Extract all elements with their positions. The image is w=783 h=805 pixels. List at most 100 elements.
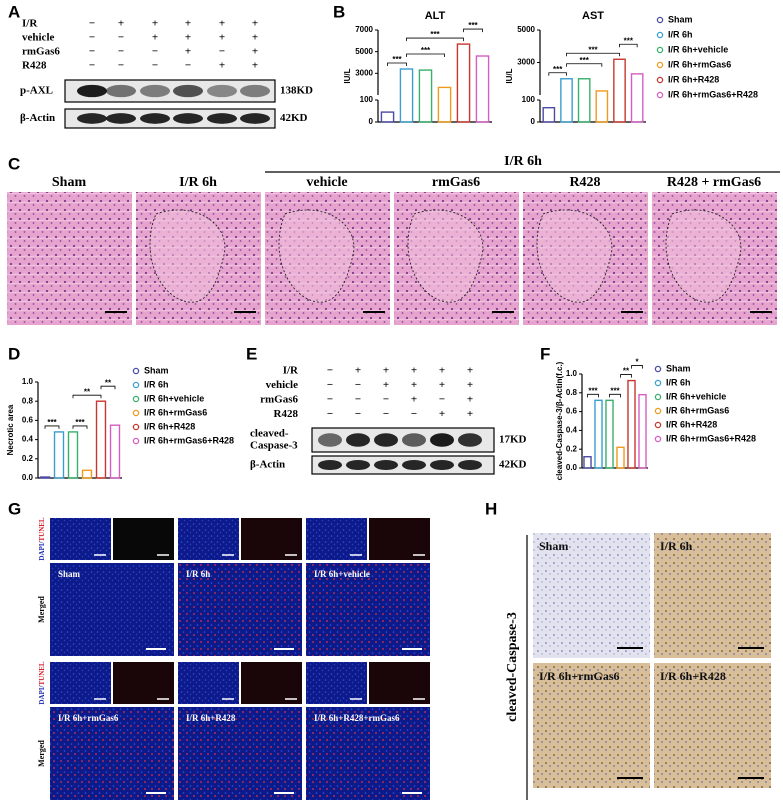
y-tick-label: 5000	[355, 47, 373, 56]
row-label-part: TUNEL	[38, 517, 46, 541]
treatment-sign: +	[411, 394, 417, 406]
significance-bracket	[619, 43, 638, 48]
y-tick-label: 0.2	[22, 454, 34, 463]
bar	[594, 399, 603, 469]
ihc-image	[533, 663, 650, 788]
row-label: Merged	[37, 740, 46, 767]
image-caption: I/R 6h+vehicle	[314, 569, 370, 579]
bar	[53, 431, 65, 479]
treatment-sign: −	[89, 46, 95, 58]
legend-label: I/R 6h+R428	[668, 74, 719, 84]
significance-label: **	[623, 367, 630, 376]
group-label: I/R 6h	[504, 154, 542, 169]
image-caption: Sham	[58, 569, 81, 579]
y-tick-label: 3000	[517, 58, 535, 67]
treatment-sign: +	[439, 379, 445, 391]
treatment-label: I/R	[283, 365, 299, 377]
legend-symbol	[656, 46, 664, 54]
merged-image	[178, 563, 302, 656]
significance-bracket	[406, 53, 445, 57]
blot-label: β-Actin	[20, 112, 55, 124]
y-tick-label: 0.0	[22, 473, 34, 482]
chart-title: AST	[582, 10, 604, 22]
treatment-sign: −	[355, 394, 361, 406]
legend-label: I/R 6h+rmGas6	[668, 59, 731, 69]
ihc-image	[533, 533, 650, 658]
treatment-sign: +	[467, 394, 473, 406]
column-label: R428	[569, 175, 600, 190]
side-label: cleaved-Caspase-3	[505, 612, 520, 722]
y-tick-label: 0.8	[566, 388, 578, 397]
treatment-sign: −	[118, 60, 124, 72]
blot-label: cleaved-	[250, 428, 289, 440]
blot-band	[458, 459, 482, 471]
legend-symbol	[132, 423, 140, 431]
legend-symbol	[132, 381, 140, 389]
treatment-sign: +	[152, 18, 158, 30]
bar	[616, 446, 625, 469]
blot-label: Caspase-3	[250, 440, 298, 452]
blot-band	[140, 84, 170, 98]
y-axis-label: cleaved-Caspase-3/β-Actin(f.c.)	[555, 361, 564, 480]
blot-band	[346, 459, 370, 471]
bar	[437, 86, 452, 123]
legend-symbol	[654, 407, 662, 415]
treatment-sign: −	[89, 32, 95, 44]
treatment-label: vehicle	[266, 379, 298, 391]
blot-band	[318, 459, 342, 471]
legend-label: Sham	[666, 363, 691, 373]
legend-label: I/R 6h+R428	[666, 419, 717, 429]
merged-image	[50, 563, 174, 656]
treatment-sign: +	[467, 379, 473, 391]
treatment-sign: −	[89, 60, 95, 72]
image-caption: I/R 6h	[186, 569, 210, 579]
significance-bracket	[587, 393, 599, 398]
image-caption: I/R 6h	[660, 539, 693, 553]
significance-label: *	[635, 358, 639, 367]
y-tick-label: 0.2	[566, 444, 578, 453]
treatment-sign: −	[327, 365, 333, 377]
y-tick-label: 3000	[355, 68, 373, 77]
blot-size: 17KD	[499, 434, 527, 446]
necrosis-outline	[407, 209, 484, 303]
image-caption: I/R 6h+rmGas6	[539, 669, 620, 683]
legend-label: I/R 6h+rmGas6+R428	[666, 433, 756, 443]
blot-band	[430, 433, 454, 447]
significance-label: ***	[421, 46, 431, 55]
tunel-image	[113, 662, 174, 704]
legend-symbol	[132, 409, 140, 417]
legend-label: I/R 6h+R428	[144, 421, 195, 431]
bar	[542, 106, 556, 123]
panel-letter: E	[246, 344, 257, 363]
treatment-sign: −	[185, 60, 191, 72]
y-tick-label: 0.0	[566, 463, 578, 472]
legend-symbol	[654, 379, 662, 387]
y-tick-label: 0.4	[22, 435, 34, 444]
treatment-sign: +	[252, 60, 258, 72]
legend-label: Sham	[144, 365, 169, 375]
treatment-sign: +	[411, 365, 417, 377]
treatment-sign: +	[439, 365, 445, 377]
treatment-label: rmGas6	[22, 46, 60, 58]
bar	[605, 399, 614, 469]
significance-bracket	[100, 385, 116, 390]
dapi-image	[306, 518, 367, 560]
y-tick-label: 0.6	[566, 407, 578, 416]
panel-letter: F	[540, 344, 550, 363]
necrosis-outline	[278, 209, 355, 303]
treatment-sign: +	[219, 32, 225, 44]
legend-label: I/R 6h	[144, 379, 169, 389]
blot-band	[207, 84, 237, 98]
row-label: DAPI/TUNEL	[38, 517, 46, 561]
row-label-part: DAPI/	[38, 540, 46, 560]
treatment-sign: −	[383, 394, 389, 406]
treatment-sign: +	[355, 365, 361, 377]
legend-symbol	[654, 421, 662, 429]
treatment-sign: +	[152, 32, 158, 44]
blot-band	[318, 433, 342, 447]
treatment-sign: −	[327, 379, 333, 391]
y-tick-label: 100	[522, 95, 536, 104]
tunel-image	[241, 662, 302, 704]
ihc-image	[654, 533, 771, 658]
